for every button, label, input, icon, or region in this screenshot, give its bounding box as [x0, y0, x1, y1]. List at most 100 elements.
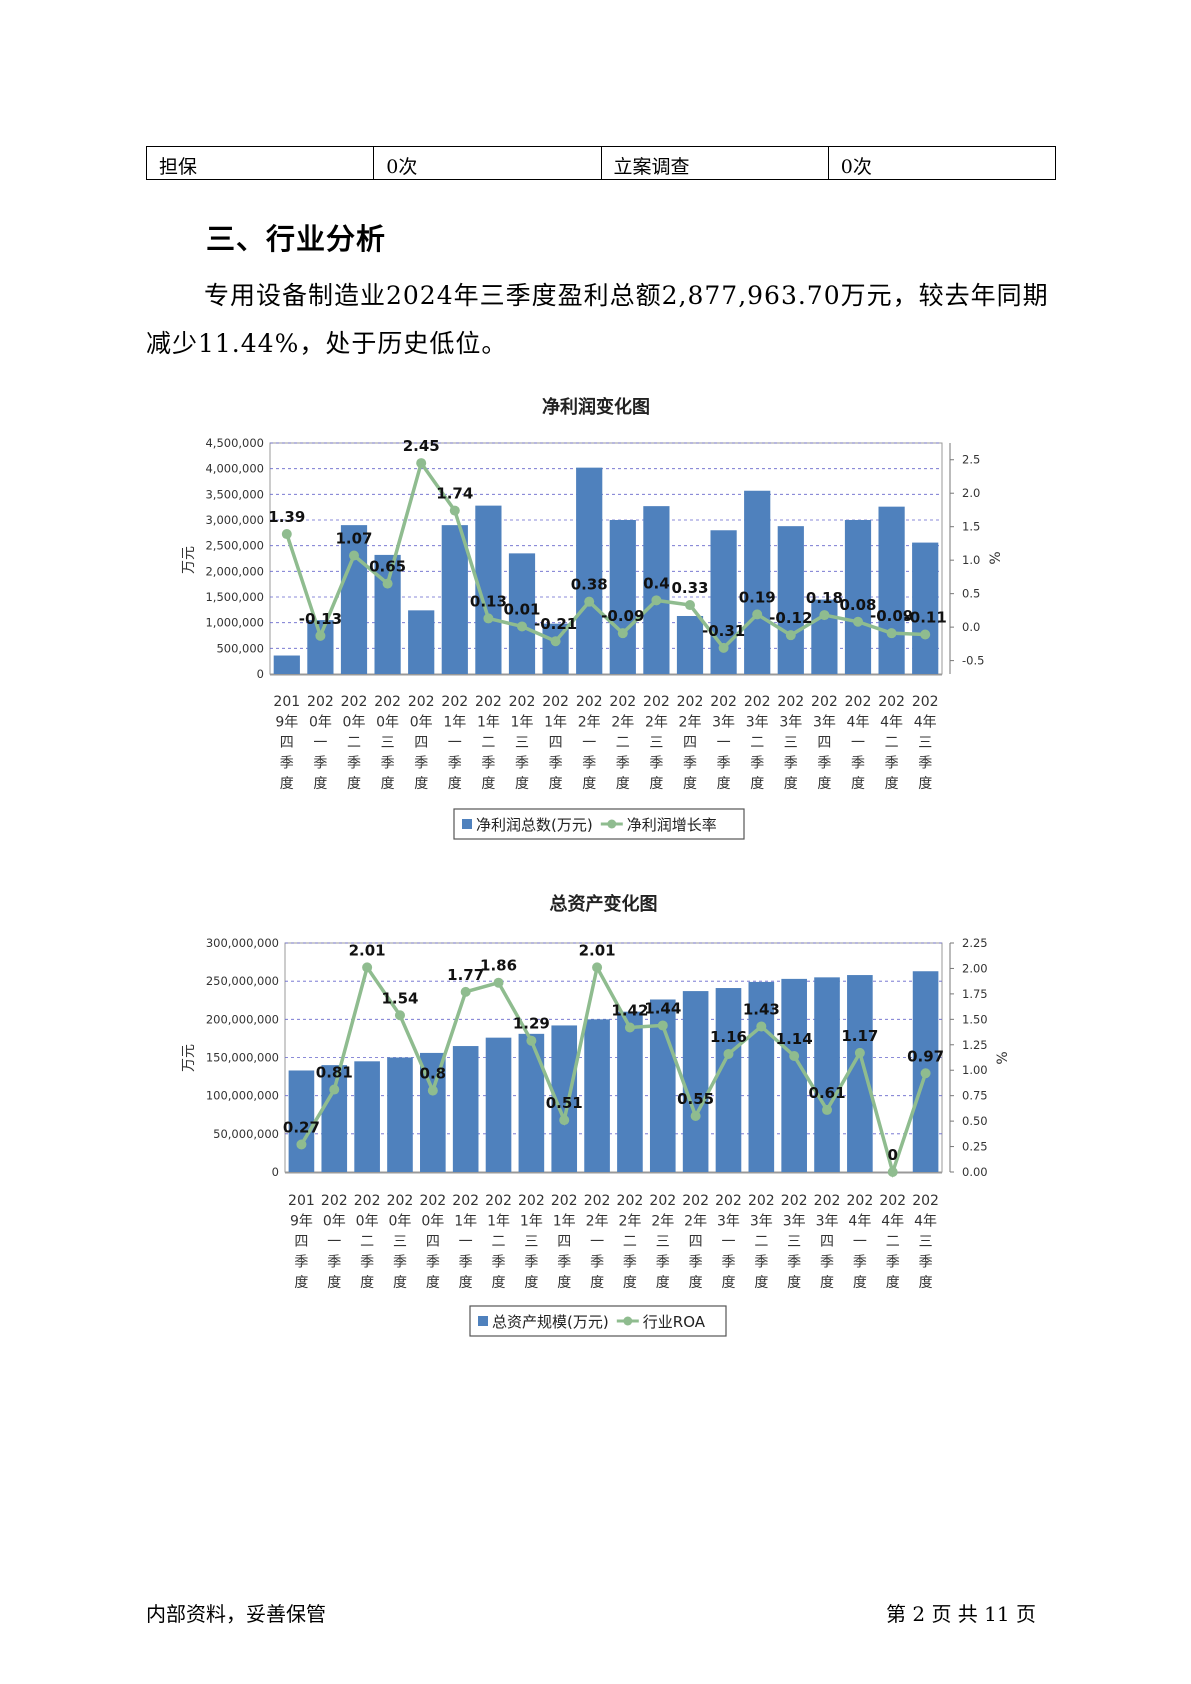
data-label: -0.12: [769, 609, 812, 627]
y-tick-label: 0: [272, 1165, 279, 1179]
series-point: [329, 1084, 340, 1095]
bar: [307, 620, 334, 674]
y-tick-label: 3,000,000: [205, 513, 264, 527]
y-tick-label: 1,000,000: [205, 616, 264, 630]
x-tick-label: 1年: [443, 715, 466, 731]
bar: [452, 1046, 479, 1172]
footer-left: 内部资料，妥善保管: [146, 1602, 326, 1626]
series-point: [819, 610, 830, 621]
data-label: 0.38: [571, 576, 608, 594]
bar: [273, 655, 300, 674]
data-label: -0.21: [534, 615, 577, 633]
x-tick-label: 202: [814, 1193, 841, 1209]
data-label: 1.74: [436, 485, 473, 503]
x-tick-label: 季: [294, 1255, 308, 1271]
x-tick-label: 1年: [477, 715, 500, 731]
x-tick-label: 1年: [520, 1214, 543, 1230]
data-label: 0.18: [806, 589, 843, 607]
series-point: [690, 1111, 701, 1122]
table-row: 担保 0次 立案调查 0次: [145, 146, 1057, 180]
bar: [508, 553, 536, 674]
series-line: [299, 962, 928, 1179]
y2-tick-label: 1.50: [962, 1012, 988, 1026]
data-label: 0.33: [671, 579, 708, 597]
x-tick-label: 度: [817, 776, 831, 792]
x-tick-label: 度: [754, 1275, 768, 1291]
y2-axis-label: %: [988, 551, 1004, 564]
data-label: 1.14: [776, 1030, 813, 1048]
x-tick-label: 三: [515, 735, 529, 751]
x-tick-label: 202: [542, 694, 569, 710]
x-tick-label: 202: [419, 1193, 446, 1209]
x-tick-label: 202: [485, 1193, 512, 1209]
x-tick-label: 季: [717, 756, 731, 772]
y-tick-label: 250,000,000: [206, 974, 279, 988]
y2-tick-label: 1.00: [962, 1063, 988, 1077]
bar: [814, 977, 840, 1172]
x-tick-label: 202: [576, 694, 603, 710]
data-label: 0.4: [643, 574, 670, 592]
x-tick-label: 四: [817, 735, 831, 751]
x-tick-label: 2年: [618, 1214, 641, 1230]
x-tick-label: 季: [280, 756, 294, 772]
data-label: 2.45: [403, 437, 440, 455]
info-table: 担保 0次 立案调查 0次: [145, 146, 1057, 180]
x-tick-label: 202: [777, 694, 804, 710]
y-tick-label: 50,000,000: [213, 1127, 279, 1141]
bar: [288, 1070, 315, 1172]
x-tick-label: 1年: [544, 715, 567, 731]
series-point: [854, 1047, 865, 1058]
x-tick-label: 度: [919, 1275, 933, 1291]
x-tick-label: 度: [885, 776, 899, 792]
y-tick-label: 500,000: [216, 641, 264, 655]
x-tick-label: 度: [426, 1275, 440, 1291]
x-tick-label: 201: [288, 1193, 315, 1209]
bar: [518, 1033, 545, 1172]
x-tick-label: 三: [787, 1234, 801, 1250]
x-tick-label: 2年: [645, 715, 668, 731]
y2-tick-label: 0.00: [962, 1165, 988, 1179]
bar: [844, 520, 872, 674]
y-tick-label: 0: [257, 667, 264, 681]
x-tick-label: 3年: [712, 715, 735, 731]
series-point: [887, 1167, 898, 1177]
y-tick-label: 200,000,000: [206, 1012, 279, 1026]
series-point: [785, 630, 796, 641]
x-tick-label: 四: [683, 735, 697, 751]
y-tick-label: 3,500,000: [205, 487, 264, 501]
table-cell: 0次: [827, 146, 1057, 180]
x-tick-label: 2年: [586, 1214, 609, 1230]
legend-label: 净利润总数(万元): [476, 816, 593, 834]
x-tick-label: 季: [557, 1255, 571, 1271]
page-number: 第 2 页 共 11 页: [886, 1602, 1036, 1626]
data-label: 0.65: [369, 558, 406, 576]
x-tick-label: 度: [459, 1275, 473, 1291]
x-tick-label: 季: [784, 756, 798, 772]
bar: [340, 525, 368, 674]
data-label: 0.55: [677, 1090, 714, 1108]
series-point: [394, 1010, 405, 1021]
x-tick-label: 度: [582, 776, 596, 792]
body-paragraph: 专用设备制造业2024年三季度盈利总额2,877,963.70万元，较去年同期减…: [146, 281, 1049, 358]
bar: [847, 975, 873, 1172]
x-tick-label: 三: [784, 735, 798, 751]
bar: [748, 981, 775, 1172]
y2-tick-label: 0.0: [962, 620, 980, 634]
x-tick-label: 3年: [816, 1214, 839, 1230]
x-tick-label: 3年: [746, 715, 769, 731]
legend-swatch-bar: [478, 1316, 488, 1326]
x-tick-label: 度: [515, 776, 529, 792]
data-label: 1.42: [611, 1001, 648, 1019]
bar: [781, 978, 807, 1172]
series-point: [281, 529, 292, 540]
data-label: 0.27: [283, 1119, 320, 1137]
data-label: 1.39: [268, 508, 305, 526]
x-tick-label: 201: [273, 694, 300, 710]
data-label: 0.13: [470, 592, 507, 610]
x-tick-label: 三: [649, 735, 663, 751]
series-point: [550, 636, 561, 647]
x-tick-label: 202: [912, 1193, 939, 1209]
x-tick-label: 202: [617, 1193, 644, 1209]
y-tick-label: 300,000,000: [206, 936, 279, 950]
x-tick-label: 度: [347, 776, 361, 792]
